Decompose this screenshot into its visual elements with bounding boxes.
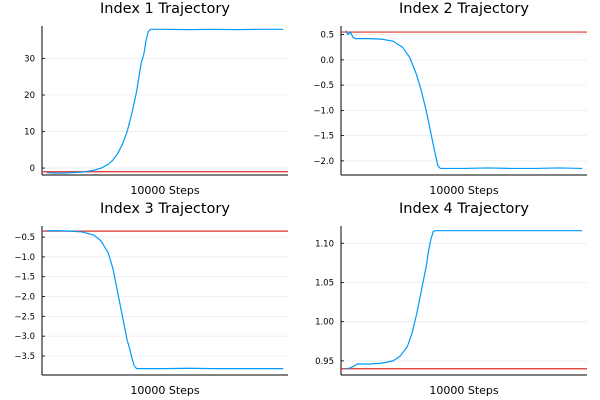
y-tick-label: −1.5	[313, 132, 334, 142]
y-tick-label: 0.5	[320, 31, 334, 41]
subplot-title: Index 4 Trajectory	[399, 201, 529, 217]
subplot-title: Index 2 Trajectory	[399, 1, 529, 17]
x-axis-label: 10000 Steps	[130, 184, 200, 197]
y-tick-label: 30	[24, 55, 35, 65]
y-tick-label: 0	[30, 164, 35, 174]
y-tick-label: 0.95	[315, 357, 334, 367]
y-tick-label: 1.10	[315, 239, 334, 249]
y-tick-label: −2.5	[14, 312, 35, 322]
subplot-2: Index 2 Trajectory −2.0 −1.5 −1.0 −0.5 0.0 0.5…	[313, 1, 587, 197]
y-tick-label: 20	[24, 91, 35, 101]
y-tick-label: −2.0	[14, 293, 35, 303]
y-tick-label: 1.00	[315, 318, 334, 328]
y-tick-label: 10	[24, 128, 35, 138]
series-line	[345, 30, 583, 170]
x-axis-label: 10000 Steps	[130, 384, 200, 397]
y-tick-label: −3.0	[14, 332, 35, 342]
y-tick-label: −0.5	[313, 81, 334, 91]
subplot-title: Index 3 Trajectory	[100, 201, 230, 217]
y-tick-label: −3.5	[14, 352, 35, 362]
x-axis-label: 10000 Steps	[429, 184, 499, 197]
y-tick-label: 1.05	[315, 278, 334, 288]
subplot-3: Index 3 Trajectory −3.5 −3.0 −2.5 −2.0 −1.5 −1…	[14, 201, 288, 397]
y-tick-label: −2.0	[313, 157, 334, 167]
y-tick-label: −0.5	[14, 233, 35, 243]
y-tick-label: −1.5	[14, 273, 35, 283]
x-axis-label: 10000 Steps	[429, 384, 499, 397]
y-tick-label: −1.0	[313, 106, 334, 116]
series-line	[46, 230, 284, 370]
subplot-1: Index 1 Trajectory 0 10 20 30 10000 Steps	[24, 1, 288, 197]
series-line	[46, 28, 284, 174]
subplot-title: Index 1 Trajectory	[100, 1, 230, 17]
y-tick-label: −1.0	[14, 253, 35, 263]
series-line	[345, 230, 583, 370]
y-tick-label: 0.0	[320, 56, 334, 66]
subplot-4: Index 4 Trajectory 0.95 1.00 1.05 1.10 10000 …	[315, 201, 587, 397]
